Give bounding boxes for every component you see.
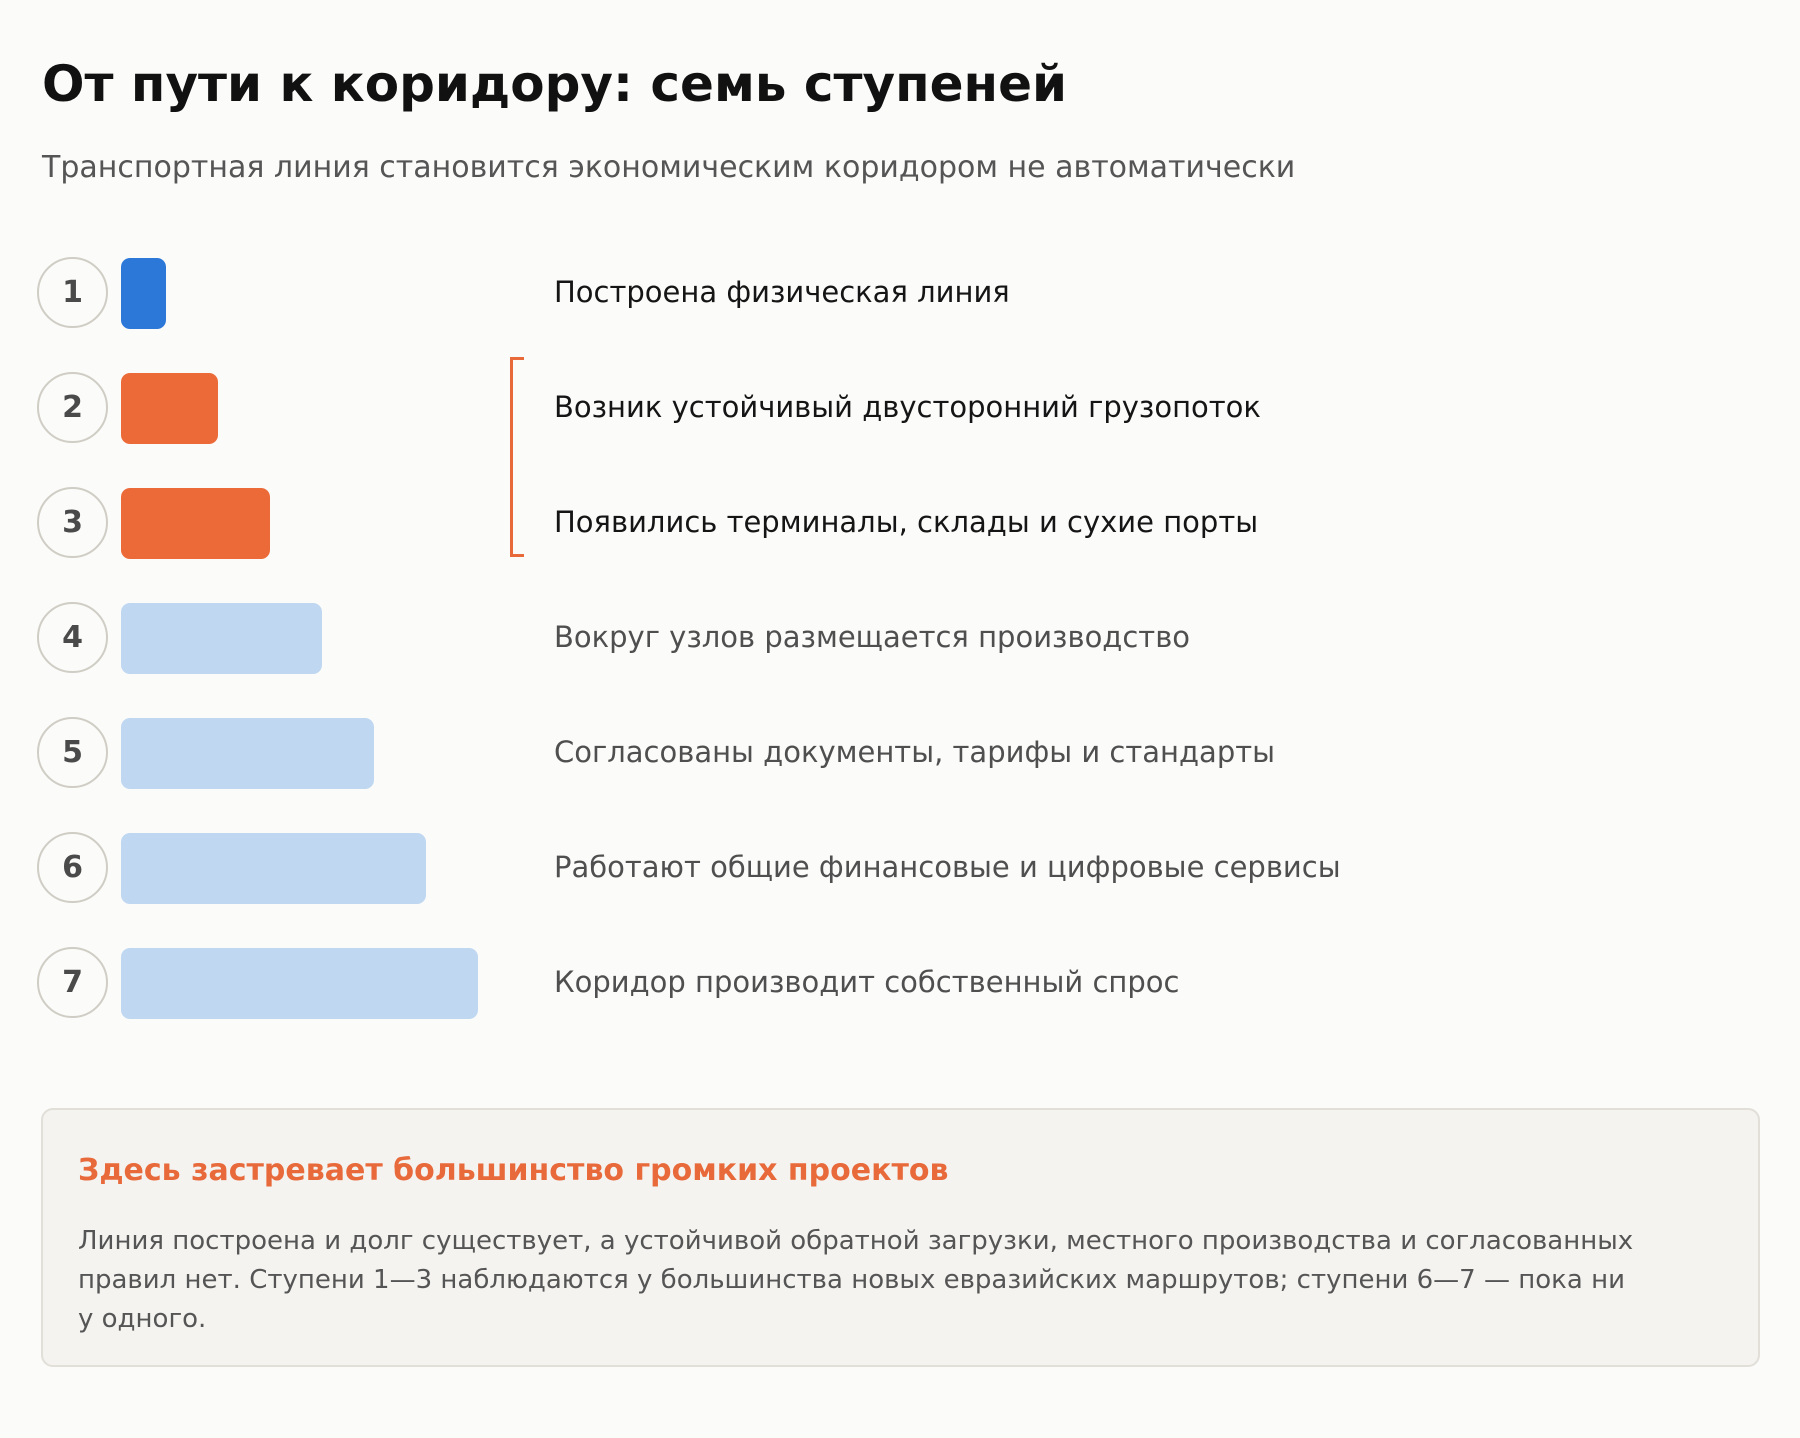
step-row-3: 3 Появились терминалы, склады и сухие по…	[0, 487, 1800, 561]
step-number-badge: 1	[37, 257, 108, 328]
step-row-1: 1 Построена физическая линия	[0, 257, 1800, 331]
steps-diagram: 1 Построена физическая линия 2 Возник ус…	[0, 257, 1800, 1021]
step-label: Появились терминалы, склады и сухие порт…	[554, 505, 1259, 539]
step-bar	[121, 833, 426, 904]
step-bar	[121, 718, 374, 789]
step-number-badge: 7	[37, 947, 108, 1018]
step-number-badge: 5	[37, 717, 108, 788]
step-bar	[121, 603, 322, 674]
step-bar	[121, 373, 218, 444]
step-number-badge: 3	[37, 487, 108, 558]
step-label: Вокруг узлов размещается производство	[554, 620, 1191, 654]
step-number-badge: 2	[37, 372, 108, 443]
page-subtitle: Транспортная линия становится экономичес…	[42, 150, 1296, 185]
step-label: Согласованы документы, тарифы и стандарт…	[554, 735, 1276, 769]
step-number-badge: 6	[37, 832, 108, 903]
step-label: Работают общие финансовые и цифровые сер…	[554, 850, 1341, 884]
callout-box: Здесь застревает большинство громких про…	[41, 1108, 1760, 1367]
step-row-2: 2 Возник устойчивый двусторонний грузопо…	[0, 372, 1800, 446]
page-title: От пути к коридору: семь ступеней	[42, 55, 1068, 113]
step-number-badge: 4	[37, 602, 108, 673]
callout-body: Линия построена и долг существует, а уст…	[78, 1226, 1634, 1334]
callout-title: Здесь застревает большинство громких про…	[78, 1153, 949, 1188]
step-label: Построена физическая линия	[554, 275, 1010, 309]
step-row-6: 6 Работают общие финансовые и цифровые с…	[0, 832, 1800, 906]
step-row-4: 4 Вокруг узлов размещается производство	[0, 602, 1800, 676]
step-bar	[121, 948, 478, 1019]
step-row-5: 5 Согласованы документы, тарифы и станда…	[0, 717, 1800, 791]
stuck-steps-bracket	[510, 357, 524, 557]
step-label: Возник устойчивый двусторонний грузопото…	[554, 390, 1261, 424]
step-bar	[121, 258, 166, 329]
step-row-7: 7 Коридор производит собственный спрос	[0, 947, 1800, 1021]
step-bar	[121, 488, 270, 559]
step-label: Коридор производит собственный спрос	[554, 965, 1180, 999]
